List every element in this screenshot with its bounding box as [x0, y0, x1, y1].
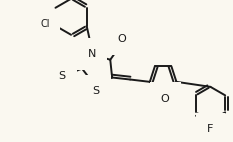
Text: S: S [93, 86, 100, 96]
Text: Cl: Cl [41, 19, 50, 29]
Text: S: S [58, 71, 66, 81]
Text: O: O [161, 94, 169, 104]
Text: O: O [117, 34, 126, 44]
Text: F: F [207, 124, 214, 134]
Text: N: N [88, 49, 96, 59]
